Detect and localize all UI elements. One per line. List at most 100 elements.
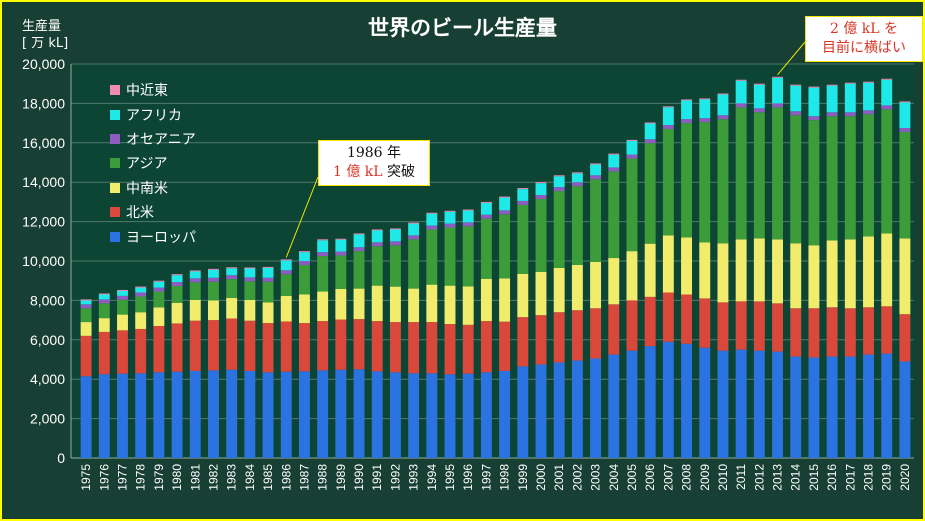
- bar-2008-ヨーロッパ: [681, 343, 693, 458]
- bar-1983-アフリカ: [226, 268, 238, 276]
- bar-1997-中近東: [480, 201, 492, 203]
- bar-1985-ヨーロッパ: [262, 372, 274, 458]
- x-tick-label: 2001: [552, 464, 566, 491]
- bar-1987-オセアニア: [298, 261, 310, 265]
- bar-1993-中近東: [408, 222, 420, 224]
- bar-1995-オセアニア: [444, 223, 456, 228]
- bar-1981-中南米: [189, 300, 201, 321]
- bar-1976-中南米: [98, 318, 110, 332]
- legend-label: 中近東: [126, 83, 168, 100]
- annotation-1986-line2: 1 億 kL 突破: [325, 163, 423, 182]
- bar-2014-アフリカ: [790, 85, 802, 112]
- bar-2020-中近東: [899, 101, 911, 103]
- bar-1988-北米: [317, 321, 329, 371]
- x-tick-label: 2005: [625, 464, 639, 491]
- bar-1989-中近東: [335, 238, 347, 240]
- bar-2003-中南米: [590, 261, 602, 309]
- bar-1997-アジア: [480, 218, 492, 279]
- bar-1996-中南米: [462, 286, 474, 325]
- bar-2007-中近東: [662, 106, 674, 108]
- bar-1991-中南米: [371, 285, 383, 322]
- x-tick-label: 2013: [771, 464, 785, 491]
- bar-2005-北米: [626, 300, 638, 351]
- bar-1986-北米: [280, 321, 292, 372]
- bar-2008-アフリカ: [681, 100, 693, 120]
- bar-1998-アフリカ: [499, 197, 511, 211]
- bar-2006-アジア: [644, 143, 656, 244]
- bar-2017-ヨーロッパ: [844, 356, 856, 458]
- bar-1984-中近東: [244, 267, 256, 269]
- bar-1983-中南米: [226, 297, 238, 319]
- bar-1986-オセアニア: [280, 270, 292, 275]
- x-tick-label: 2017: [843, 464, 857, 491]
- bar-2013-中近東: [772, 76, 783, 78]
- bar-2008-北米: [681, 294, 693, 344]
- bar-2020-ヨーロッパ: [899, 361, 911, 458]
- bar-2017-オセアニア: [844, 112, 856, 117]
- bar-2009-中南米: [699, 242, 711, 299]
- bar-2005-中南米: [626, 251, 638, 301]
- x-tick-label: 1992: [388, 464, 402, 491]
- legend-item: 中南米: [110, 176, 196, 200]
- chart-title: 世界のビール生産量: [368, 16, 557, 40]
- bar-1989-ヨーロッパ: [335, 369, 347, 458]
- bar-2002-中南米: [571, 264, 583, 311]
- bar-1977-中近東: [117, 289, 128, 291]
- bar-1992-中近東: [389, 228, 401, 230]
- bar-1993-中南米: [408, 288, 420, 323]
- bar-1985-アフリカ: [262, 267, 274, 278]
- x-tick-label: 1979: [152, 464, 166, 491]
- bar-1988-中南米: [317, 291, 329, 322]
- bar-1998-北米: [499, 321, 511, 371]
- legend-item: アジア: [110, 151, 196, 175]
- y-tick-label: 16,000: [22, 135, 65, 151]
- bar-2018-中近東: [863, 81, 874, 83]
- bar-1989-オセアニア: [335, 251, 347, 256]
- bar-1994-アフリカ: [426, 213, 438, 226]
- bar-1989-中南米: [335, 288, 347, 320]
- bar-2006-ヨーロッパ: [644, 346, 656, 458]
- bar-1976-アフリカ: [98, 294, 110, 300]
- bar-2012-北米: [753, 301, 765, 351]
- bar-1976-北米: [98, 331, 110, 375]
- bar-1993-ヨーロッパ: [408, 373, 420, 458]
- bar-2012-アフリカ: [753, 84, 765, 109]
- bar-2003-オセアニア: [590, 175, 602, 180]
- bar-2012-中近東: [753, 83, 765, 85]
- bar-1987-ヨーロッパ: [298, 371, 310, 458]
- bar-1992-北米: [389, 322, 401, 373]
- bar-2001-アジア: [553, 191, 565, 268]
- bar-2011-中近東: [735, 79, 747, 81]
- bar-2011-アジア: [735, 107, 747, 240]
- bar-1995-中近東: [444, 210, 456, 212]
- bar-1980-中南米: [171, 302, 183, 324]
- bar-2010-中近東: [717, 93, 729, 95]
- bar-1994-中近東: [426, 212, 438, 214]
- bar-1986-アフリカ: [280, 260, 292, 271]
- bar-1984-アフリカ: [244, 268, 256, 278]
- x-tick-label: 1982: [206, 464, 220, 491]
- x-tick-label: 1996: [461, 464, 475, 491]
- bar-2017-アフリカ: [844, 83, 856, 113]
- legend-item: 中近東: [110, 78, 196, 102]
- bar-2007-ヨーロッパ: [662, 341, 674, 458]
- x-tick-label: 1980: [170, 464, 184, 491]
- x-tick-label: 1978: [134, 464, 148, 491]
- y-tick-label: 18,000: [22, 95, 65, 111]
- bar-2019-オセアニア: [881, 105, 893, 110]
- bar-2016-中南米: [826, 240, 838, 308]
- bar-1985-オセアニア: [262, 277, 274, 282]
- y-tick-label: 6,000: [30, 332, 65, 348]
- bar-1998-アジア: [499, 214, 511, 279]
- x-tick-label: 1977: [115, 464, 129, 491]
- bar-1985-中近東: [262, 266, 274, 268]
- bar-2016-ヨーロッパ: [826, 356, 838, 458]
- bar-2002-中近東: [571, 172, 583, 174]
- bar-2001-アフリカ: [553, 176, 565, 188]
- x-tick-label: 1984: [243, 464, 257, 491]
- bar-2000-アフリカ: [535, 183, 547, 196]
- bar-1977-中南米: [117, 314, 128, 331]
- bar-1991-中近東: [371, 229, 383, 231]
- bar-2017-北米: [844, 308, 856, 357]
